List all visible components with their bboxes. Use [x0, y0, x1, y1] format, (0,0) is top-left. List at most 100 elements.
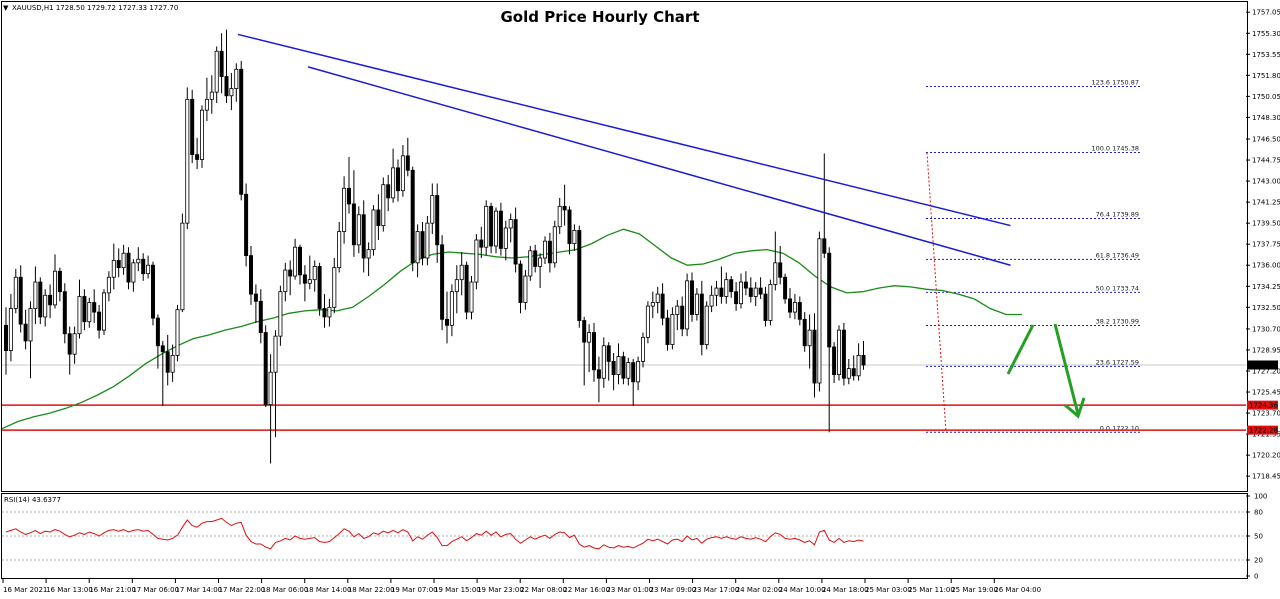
- candle-bear: [297, 246, 302, 276]
- candle-bear: [758, 287, 763, 295]
- candle-bear: [690, 280, 695, 315]
- trendlines[interactable]: [237, 33, 1011, 266]
- rsi-line: [5, 517, 864, 550]
- candle-bull: [846, 368, 851, 379]
- candle-bull: [538, 257, 543, 267]
- fib-level-label: 100.0 1745.38: [1091, 144, 1139, 152]
- price-label-box: [1247, 425, 1278, 435]
- time-tick-label: 23 Mar 01:00: [606, 586, 653, 594]
- fib-level-label: 38.2 1730.99: [1096, 317, 1139, 325]
- rsi-tick-label: 100: [1254, 493, 1267, 501]
- price-tick-label: 1744.75: [1252, 157, 1280, 165]
- candle-bear: [38, 281, 43, 318]
- candle-bull: [366, 249, 371, 259]
- candle-bull: [572, 229, 577, 244]
- candle-bull: [175, 309, 180, 356]
- candle-bull: [28, 308, 33, 342]
- time-tick-label: 18 Mar 22:00: [348, 586, 395, 594]
- candle-bull: [557, 205, 562, 228]
- candle-bull: [33, 281, 38, 309]
- price-tick-label: 1723.70: [1252, 410, 1280, 418]
- candle-bull: [768, 284, 773, 321]
- candle-bear: [699, 293, 704, 345]
- candle-bear: [322, 308, 327, 318]
- candle-bull: [425, 222, 430, 259]
- candle-bull: [273, 335, 278, 373]
- price-tick-label: 1753.55: [1252, 51, 1280, 59]
- time-tick-label: 23 Mar 17:00: [693, 586, 740, 594]
- candle-bear: [67, 333, 72, 355]
- candle-bull: [709, 294, 714, 307]
- candle-bear: [62, 291, 67, 335]
- candle-bull: [400, 155, 405, 192]
- rsi-tick-label: 0: [1254, 573, 1258, 581]
- candle-bear: [386, 184, 391, 199]
- price-tick-label: 1736.00: [1252, 262, 1280, 270]
- candle-bear: [621, 356, 626, 379]
- candle-bull: [391, 167, 396, 199]
- candle-bear: [376, 209, 381, 226]
- candle-bull: [459, 264, 464, 281]
- candle-bull: [856, 354, 861, 377]
- candle-bull: [332, 267, 337, 308]
- fib-level-label: 123.6 1750.87: [1091, 78, 1139, 86]
- time-tick-label: 16 Mar 2021: [3, 586, 47, 594]
- dropdown-triangle-icon[interactable]: ▼: [3, 4, 9, 12]
- moving-average: [1, 228, 1022, 430]
- price-tick-label: 1725.45: [1252, 389, 1280, 397]
- candle-bear: [513, 219, 518, 265]
- candle-bull: [739, 281, 744, 305]
- candle-bull: [655, 293, 660, 303]
- candle-bull: [312, 266, 317, 281]
- time-tick-label: 16 Mar 13:00: [46, 586, 93, 594]
- price-tick-label: 1728.95: [1252, 346, 1280, 354]
- candle-bear: [405, 155, 410, 171]
- candle-bear: [582, 320, 587, 343]
- candle-bull: [131, 262, 136, 283]
- candle-bull: [146, 264, 151, 275]
- candle-bear: [631, 362, 636, 383]
- forecast-arrows: [1006, 323, 1086, 419]
- candle-bear: [82, 296, 87, 323]
- price-tick-label: 1739.50: [1252, 220, 1280, 228]
- price-label-box: [1247, 400, 1278, 410]
- candle-bear: [435, 195, 440, 246]
- rsi-tick-label: 80: [1254, 509, 1263, 517]
- candlesticks: [4, 29, 866, 464]
- time-tick-label: 18 Mar 14:00: [305, 586, 352, 594]
- candle-bull: [293, 246, 298, 277]
- candle-bull: [773, 262, 778, 285]
- candle-bear: [518, 263, 523, 303]
- price-tick-label: 1727.20: [1252, 368, 1280, 376]
- candle-bear: [562, 205, 567, 211]
- price-tick-label: 1750.05: [1252, 93, 1280, 101]
- fib-level-label: 0.0 1722.10: [1100, 424, 1139, 432]
- candle-bull: [523, 275, 528, 303]
- time-tick-label: 25 Mar 19:00: [951, 586, 998, 594]
- fib-level-label: 61.8 1736.49: [1096, 251, 1139, 259]
- candle-bull: [102, 292, 107, 331]
- candle-bear: [18, 276, 23, 325]
- candle-bear: [729, 279, 734, 293]
- candle-bull: [792, 302, 797, 313]
- candle-bull: [724, 279, 729, 297]
- candle-bear: [219, 50, 224, 77]
- price-labels: 1727.70 1724.36 1722.28: [1247, 360, 1278, 435]
- candle-bull: [180, 222, 185, 311]
- rsi-indicator: [5, 517, 864, 550]
- arrow-down-segment: [1053, 323, 1080, 415]
- price-tick-label: 1757.05: [1252, 9, 1280, 17]
- candle-bull: [337, 231, 342, 269]
- candle-bull: [356, 214, 361, 246]
- fibonacci-retracement[interactable]: 123.6 1750.87 100.0 1745.38 76.4 1739.89 61…: [926, 78, 1140, 433]
- candle-bear: [155, 317, 160, 347]
- rsi-tick-label: 20: [1254, 557, 1263, 565]
- time-tick-label: 19 Mar 07:00: [391, 586, 438, 594]
- candle-bear: [577, 229, 582, 321]
- time-tick-label: 17 Mar 14:00: [175, 586, 222, 594]
- candle-bull: [493, 210, 498, 247]
- candle-bear: [440, 244, 445, 320]
- candle-bull: [807, 329, 812, 347]
